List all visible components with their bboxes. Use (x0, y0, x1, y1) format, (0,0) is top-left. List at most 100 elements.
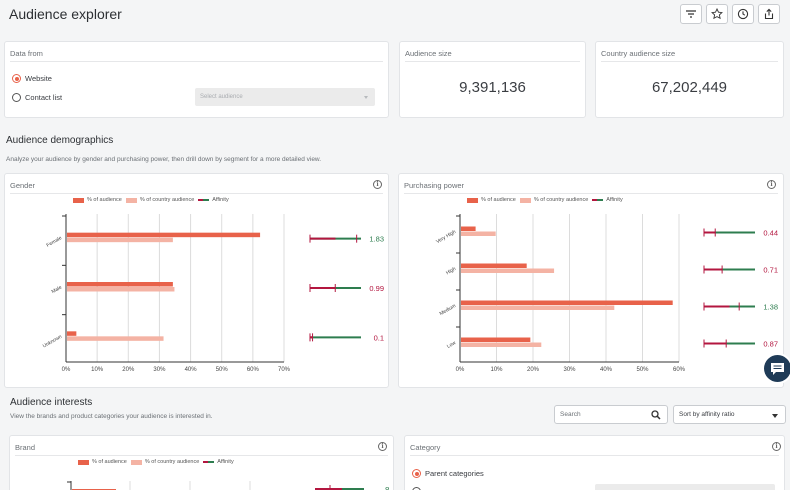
legend-affinity: Affinity (198, 197, 229, 203)
audience-size-value: 9,391,136 (459, 79, 526, 96)
bar-audience (461, 263, 527, 268)
x-tick-label: 0% (456, 367, 465, 373)
radio-website[interactable]: Website (12, 74, 52, 83)
bar-audience (461, 337, 531, 342)
radio-label: Website (25, 74, 52, 83)
radio-button[interactable] (12, 93, 21, 102)
y-tick-label: High (445, 266, 457, 276)
chat-icon (771, 362, 784, 375)
affinity-value: 0.1 (374, 333, 384, 342)
star-icon (711, 8, 723, 20)
legend-audience: % of audience (78, 459, 127, 465)
radio-label: Contact list (25, 93, 63, 102)
legend-country: % of country audience (519, 197, 588, 203)
purchasing-power-title: Purchasing power (404, 181, 465, 190)
sort-value: Sort by affinity ratio (679, 411, 735, 418)
search-placeholder: Search (560, 411, 581, 418)
x-tick-label: 50% (636, 367, 649, 373)
x-tick-label: 10% (91, 367, 104, 373)
affinity-value: 0.44 (763, 229, 778, 238)
chat-button[interactable] (764, 355, 790, 382)
affinity-value: 0.87 (763, 340, 778, 349)
divider (405, 61, 580, 62)
bar-country (461, 231, 496, 236)
y-tick-label: Male (51, 284, 64, 295)
radio-parent-categories[interactable]: Parent categories (412, 469, 484, 478)
audience-size-title: Audience size (405, 49, 452, 58)
category-title: Category (410, 443, 441, 452)
y-tick-label: Low (446, 340, 457, 350)
divider (601, 61, 778, 62)
gender-title: Gender (10, 181, 36, 190)
page-title: Audience explorer (9, 6, 122, 22)
chart-legend: % of audience % of country audience Affi… (73, 197, 229, 203)
gender-chart: 0% 10% 20% 30% 40% 50% 60% 70% Female 1.83 Male 0.9… (42, 214, 384, 373)
info-icon[interactable]: i (378, 442, 387, 451)
radio-second-option[interactable] (412, 487, 421, 490)
affinity-value: 8 (385, 486, 390, 490)
history-button[interactable] (732, 4, 754, 24)
x-tick-label: 50% (216, 367, 229, 373)
interests-subtitle: View the brands and product categories y… (10, 413, 213, 420)
data-from-title: Data from (10, 49, 43, 58)
audience-size-card: Audience size 9,391,136 (399, 41, 586, 118)
affinity-value: 0.99 (369, 284, 384, 293)
legend-audience: % of audience (73, 197, 122, 203)
radio-contact-list[interactable]: Contact list (12, 93, 62, 102)
chart-legend: % of audience % of country audience Affi… (78, 459, 234, 465)
bar-country (461, 342, 542, 347)
y-tick-label: Female (46, 235, 64, 249)
chart-legend: % of audience % of country audience Affi… (467, 197, 623, 203)
select-placeholder: Select audience (200, 94, 243, 100)
country-size-title: Country audience size (601, 49, 676, 58)
bar-country (67, 336, 164, 341)
x-tick-label: 30% (563, 367, 576, 373)
bar-audience (461, 226, 476, 231)
clock-icon (737, 8, 749, 20)
bar-country (461, 305, 615, 310)
legend-affinity: Affinity (203, 459, 234, 465)
bar-country (461, 268, 555, 273)
legend-country: % of country audience (125, 197, 194, 203)
x-tick-label: 70% (278, 367, 291, 373)
bar-country (67, 287, 175, 292)
brand-card: Brand i % of audience % of country audie… (9, 435, 394, 490)
select-audience-dropdown[interactable]: Select audience (195, 88, 375, 106)
bar-audience (67, 232, 261, 238)
bar-country (67, 237, 173, 243)
category-select-dropdown[interactable] (595, 484, 775, 490)
radio-button[interactable] (12, 74, 21, 83)
x-tick-label: 20% (527, 367, 540, 373)
category-card: Category i Parent categories (404, 435, 785, 490)
x-tick-label: 40% (600, 367, 613, 373)
bar-audience (67, 331, 77, 336)
share-icon (764, 8, 774, 20)
search-icon[interactable] (651, 410, 661, 420)
search-input[interactable]: Search (554, 405, 668, 424)
radio-button[interactable] (412, 487, 421, 490)
affinity-value: 1.38 (763, 303, 778, 312)
y-tick-label: Very High (435, 229, 457, 245)
legend-audience: % of audience (467, 197, 516, 203)
bar-audience (461, 300, 673, 305)
radio-button[interactable] (412, 469, 421, 478)
divider (404, 193, 778, 194)
demographics-title: Audience demographics (6, 135, 114, 146)
filter-button[interactable] (680, 4, 702, 24)
favorite-button[interactable] (706, 4, 728, 24)
purchasing-power-chart: 0% 10% 20% 30% 40% 50% 60% Very High 0.44 High 0.7… (435, 214, 778, 373)
sort-dropdown[interactable]: Sort by affinity ratio (673, 405, 786, 424)
demographics-subtitle: Analyze your audience by gender and purc… (6, 156, 322, 163)
purchasing-power-card: Purchasing power i % of audience % of co… (398, 173, 784, 388)
gender-card: Gender i % of audience % of country audi… (4, 173, 389, 388)
info-icon[interactable]: i (373, 180, 382, 189)
filter-icon (686, 10, 696, 18)
x-tick-label: 30% (153, 367, 166, 373)
y-tick-label: Medium (439, 303, 457, 317)
chevron-down-icon (772, 414, 778, 418)
brand-chart-partial: 8 (67, 481, 390, 490)
share-button[interactable] (758, 4, 780, 24)
info-icon[interactable]: i (767, 180, 776, 189)
info-icon[interactable]: i (772, 442, 781, 451)
y-tick-label: Unknown (42, 334, 63, 350)
